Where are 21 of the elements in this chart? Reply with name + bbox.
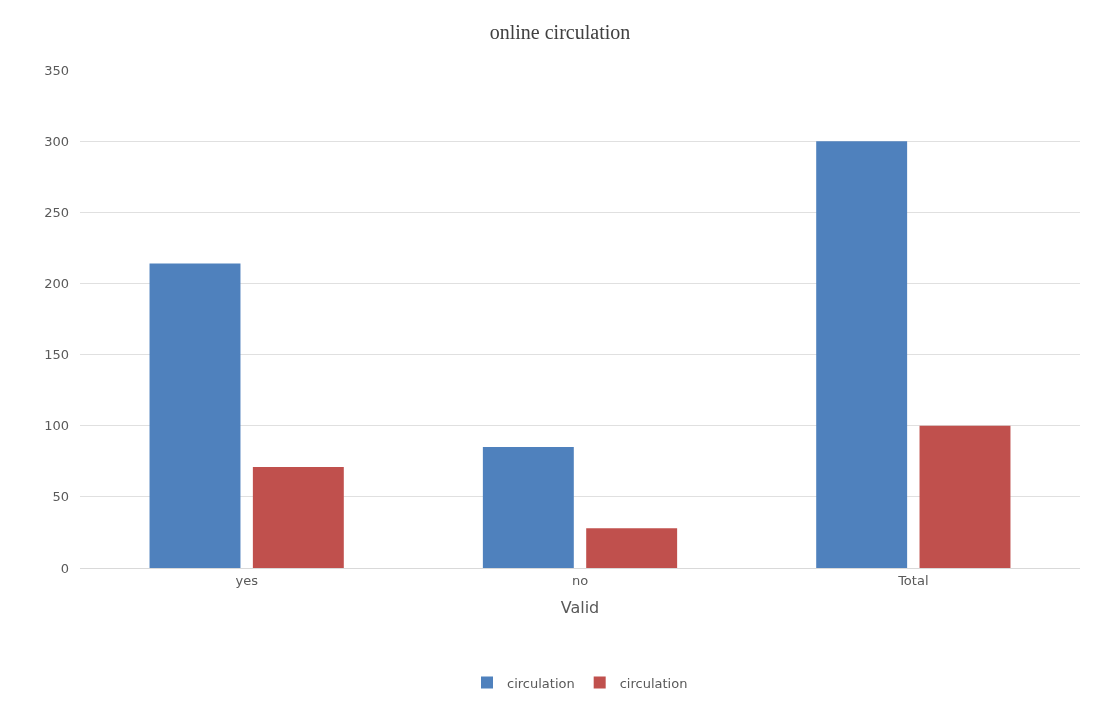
y-tick-label: 0 (60, 560, 69, 576)
bar (919, 425, 1011, 568)
x-tick-label: yes (235, 572, 259, 588)
legend-label: circulation (507, 675, 575, 691)
chart-title: online circulation (489, 20, 631, 43)
x-tick-label: no (571, 572, 589, 588)
y-tick-label: 300 (44, 133, 69, 149)
bar (149, 263, 241, 568)
y-tick-label: 150 (44, 347, 69, 363)
bar (586, 528, 678, 568)
x-axis-title: Valid (560, 598, 600, 618)
legend-label: circulation (619, 675, 688, 691)
y-tick-label: 350 (44, 62, 69, 78)
y-tick-label: 50 (52, 489, 69, 505)
bar (816, 141, 908, 568)
y-tick-label: 200 (44, 275, 69, 291)
y-tick-label: 250 (44, 204, 69, 220)
y-tick-label: 100 (44, 418, 69, 434)
x-tick-label: Total (897, 572, 929, 588)
bar (482, 447, 574, 568)
bar (252, 466, 344, 568)
